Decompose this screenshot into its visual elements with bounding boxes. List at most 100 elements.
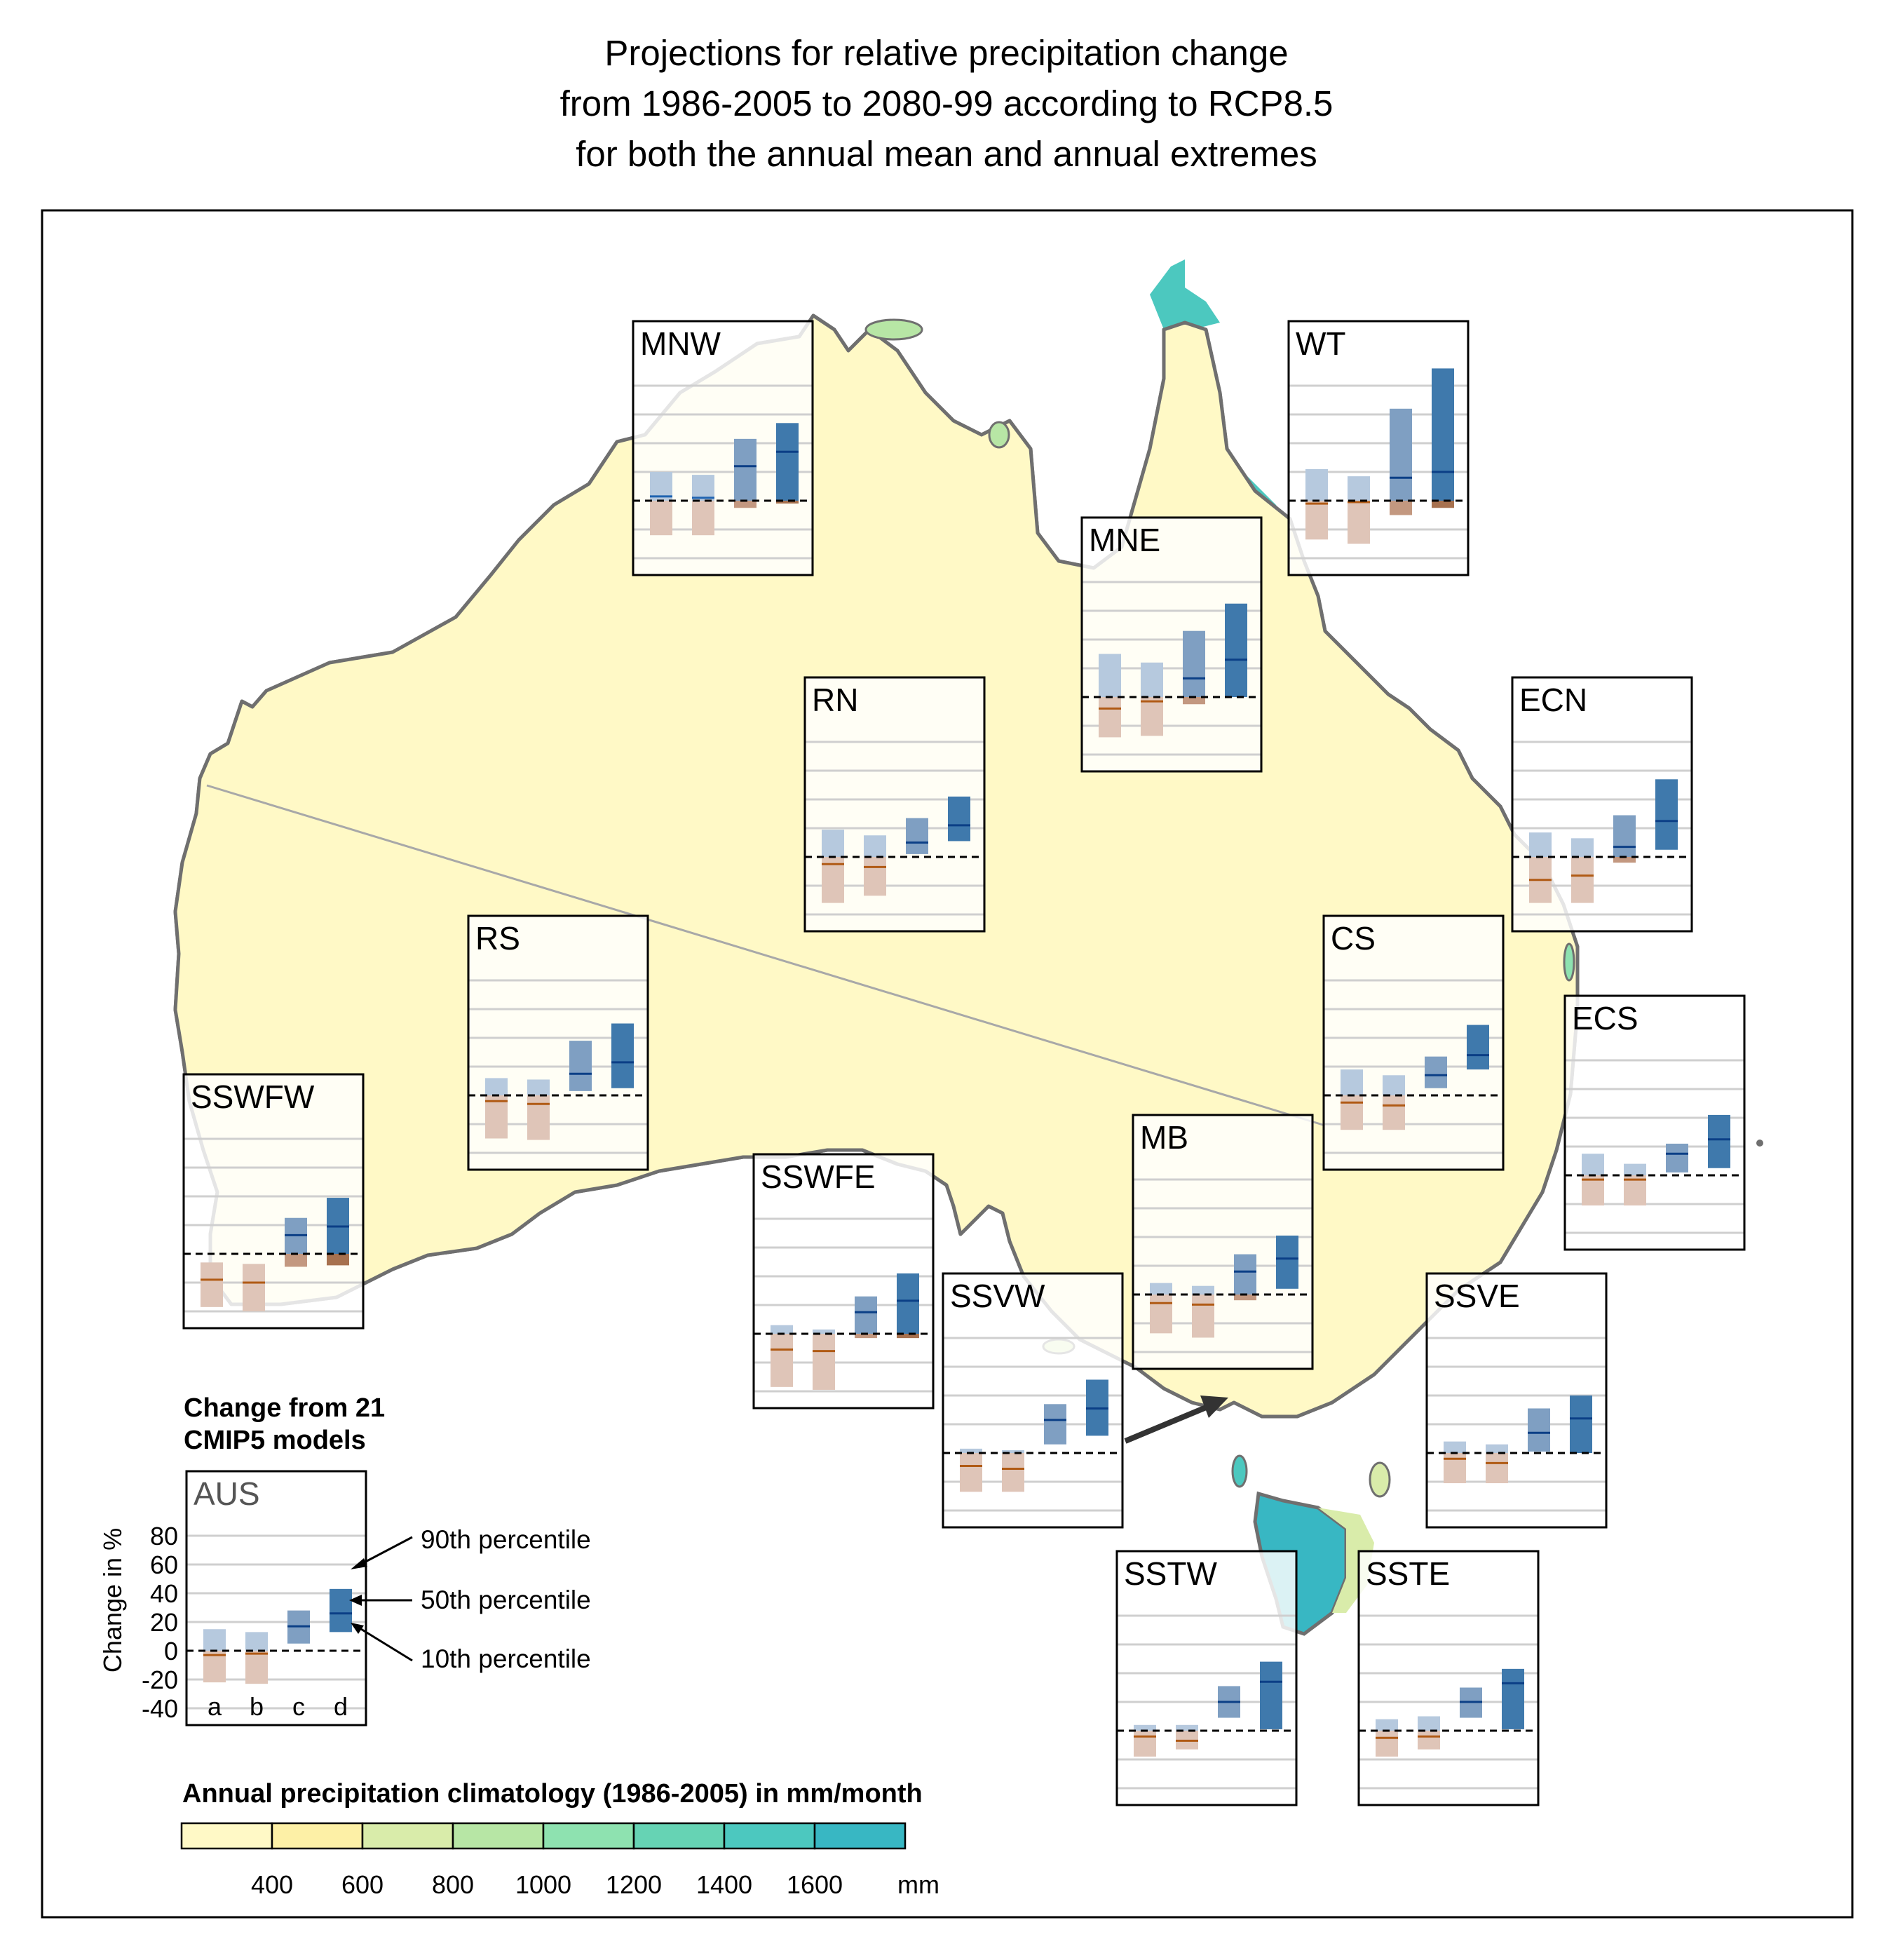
colorbar-tick-label: 1400	[696, 1870, 752, 1899]
bar-mb-d-positive	[1276, 1235, 1298, 1289]
bar-sswfe-d-negative	[897, 1334, 919, 1339]
bar-wt-a-negative	[1305, 501, 1328, 540]
bar-ssve-c-positive	[1528, 1408, 1550, 1452]
y-tick-label: -20	[142, 1665, 178, 1694]
bar-ssvw-c-positive	[1044, 1404, 1066, 1445]
colorbar-tick-label: 400	[251, 1870, 293, 1899]
bar-mnw-b-positive	[692, 475, 714, 501]
x-category-label: d	[334, 1692, 348, 1721]
bar-mne-b-positive	[1141, 662, 1163, 697]
panel-frame	[1115, 1550, 1298, 1806]
panel-ssve: SSVE	[1425, 1272, 1608, 1529]
bar-wt-a-positive	[1305, 468, 1328, 501]
colorbar-cell	[542, 1822, 635, 1850]
colorbar-tick-label: 1600	[787, 1870, 843, 1899]
colorbar-unit: mm	[897, 1870, 939, 1899]
panel-label-aus: AUS	[194, 1475, 260, 1512]
panel-label-ssvw: SSVW	[950, 1278, 1045, 1314]
bar-mb-b-positive	[1192, 1285, 1214, 1295]
title-line-2: from 1986-2005 to 2080-99 according to R…	[560, 83, 1334, 123]
bar-ssve-d-positive	[1570, 1395, 1592, 1453]
panel-frame	[803, 676, 986, 933]
region-panels: MNW WT MNE RN ECN CS ECS RS SSWFW SSWFE MB SSVW SSVE…	[182, 320, 1746, 1806]
bar-sstw-a-negative	[1134, 1731, 1156, 1757]
colorbar-cell	[452, 1822, 545, 1850]
bar-mnw-d-negative	[776, 501, 799, 504]
island-fraser	[1563, 942, 1575, 982]
bar-ecs-a-positive	[1582, 1154, 1604, 1175]
bar-cs-d-positive	[1467, 1025, 1489, 1070]
panel-wt: WT	[1287, 320, 1470, 576]
bar-ecn-a-positive	[1529, 832, 1552, 857]
bar-sstw-b-positive	[1176, 1724, 1198, 1731]
p90-label: 90th percentile	[421, 1525, 591, 1554]
bar-rs-b-negative	[527, 1095, 550, 1140]
bar-sswfe-b-negative	[813, 1334, 835, 1390]
bar-ssvw-a-positive	[960, 1448, 982, 1453]
island-flinders	[1369, 1461, 1391, 1498]
island-king	[1231, 1454, 1248, 1488]
bar-ssve-a-positive	[1444, 1441, 1466, 1453]
panel-label-ecs: ECS	[1572, 1000, 1638, 1036]
bar-cs-b-negative	[1383, 1095, 1405, 1130]
bar-mb-b-negative	[1192, 1295, 1214, 1338]
panel-frame	[1425, 1272, 1608, 1529]
bar-mb-a-negative	[1150, 1295, 1172, 1334]
p50-arrowhead	[349, 1595, 362, 1606]
panel-sste: SSTE	[1357, 1550, 1540, 1806]
bar-mb-c-negative	[1234, 1295, 1256, 1301]
colorbar-tick-label: 800	[432, 1870, 474, 1899]
bar-aus-b-negative	[245, 1651, 268, 1684]
panel-frame	[752, 1153, 935, 1410]
panel-cs: CS	[1322, 914, 1505, 1171]
bar-rs-a-negative	[485, 1095, 508, 1139]
bar-ecn-c-negative	[1613, 857, 1636, 863]
bar-rn-d-positive	[948, 796, 970, 842]
p10-pointer	[357, 1626, 413, 1662]
bar-ecs-c-positive	[1666, 1143, 1688, 1172]
bar-sswfe-c-positive	[855, 1296, 877, 1334]
panel-label-mnw: MNW	[640, 325, 721, 362]
panel-label-rn: RN	[812, 682, 858, 718]
bar-rs-c-positive	[569, 1041, 592, 1091]
bar-wt-c-positive	[1390, 408, 1412, 501]
y-tick-label: 80	[150, 1522, 178, 1550]
bar-mnw-b-negative	[692, 501, 714, 536]
bar-mnw-a-negative	[650, 501, 672, 536]
region-divider-line	[206, 784, 1326, 1127]
colorbar-cell	[813, 1822, 907, 1850]
bar-sste-d-positive	[1502, 1668, 1524, 1729]
panel-mne: MNE	[1080, 516, 1263, 773]
panel-ecs: ECS	[1563, 994, 1746, 1251]
panel-label-wt: WT	[1296, 325, 1346, 362]
y-tick-label: 40	[150, 1579, 178, 1608]
bar-sswfe-c-negative	[855, 1334, 877, 1339]
bar-mb-a-positive	[1150, 1283, 1172, 1295]
panel-mnw: MNW	[632, 320, 814, 576]
bar-mnw-c-positive	[734, 438, 756, 501]
bar-mb-c-positive	[1234, 1254, 1256, 1295]
bar-mne-b-negative	[1141, 697, 1163, 736]
bar-sstw-d-positive	[1260, 1661, 1282, 1729]
bar-rs-d-positive	[611, 1023, 634, 1088]
p10-label: 10th percentile	[421, 1644, 591, 1673]
y-axis-label: Change in %	[98, 1528, 127, 1672]
panel-ssvw: SSVW	[942, 1272, 1124, 1529]
bar-sste-b-positive	[1418, 1716, 1440, 1731]
bar-rn-b-negative	[864, 857, 886, 896]
bar-sswfe-d-positive	[897, 1273, 919, 1334]
island-lordhowe	[1756, 1140, 1763, 1147]
colorbar-cell	[723, 1822, 816, 1850]
bar-ssvw-b-negative	[1002, 1453, 1024, 1492]
colorbar-cell	[361, 1822, 454, 1850]
bar-sswfw-c-negative	[285, 1254, 307, 1267]
bar-sste-a-positive	[1376, 1719, 1398, 1731]
bar-mnw-c-negative	[734, 501, 756, 508]
panel-ecn: ECN	[1511, 676, 1693, 933]
colorbar-cell	[632, 1822, 726, 1850]
panel-label-rs: RS	[475, 920, 520, 957]
